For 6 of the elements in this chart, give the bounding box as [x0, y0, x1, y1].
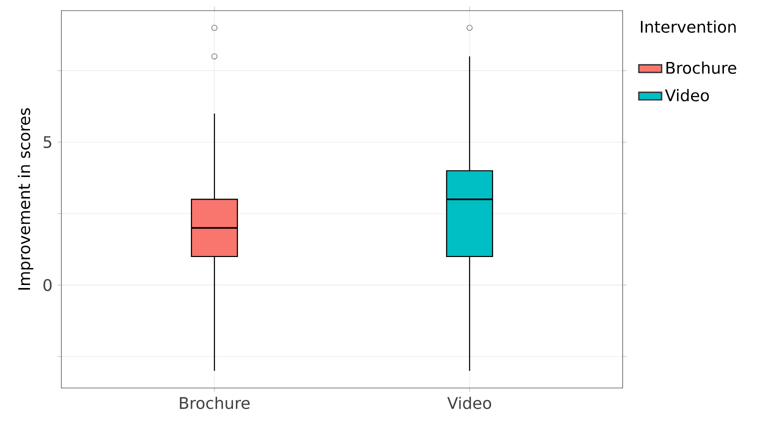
legend-label: Video	[665, 89, 709, 102]
y-tick-label: 5	[44, 136, 52, 148]
legend-label: Brochure	[666, 62, 736, 74]
legend-title: Intervention	[640, 20, 736, 33]
y-tick-label: 0	[44, 279, 52, 292]
y-axis-title: Improvement in scores	[18, 108, 34, 290]
